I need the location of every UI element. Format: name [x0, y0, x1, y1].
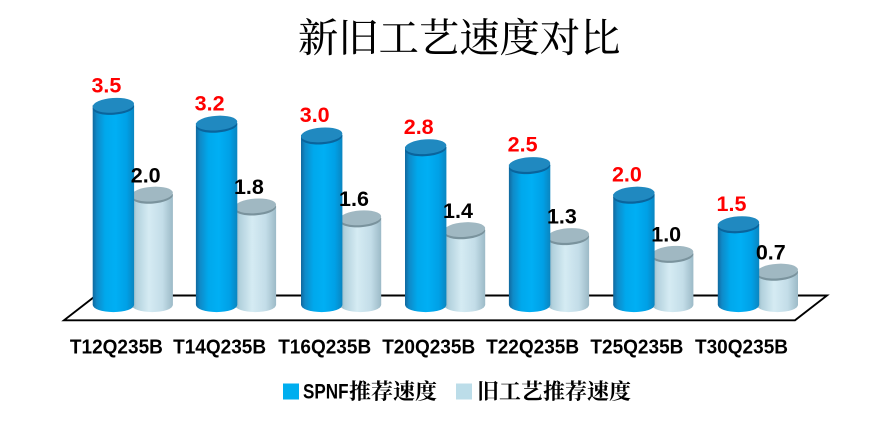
svg-text:T30Q235B: T30Q235B — [695, 337, 788, 359]
svg-text:1.6: 1.6 — [339, 187, 369, 211]
svg-text:T14Q235B: T14Q235B — [173, 337, 266, 359]
svg-text:1.4: 1.4 — [443, 199, 473, 223]
svg-text:T12Q235B: T12Q235B — [70, 337, 163, 359]
svg-text:2.8: 2.8 — [404, 115, 434, 139]
svg-text:3.5: 3.5 — [91, 74, 121, 98]
svg-text:T25Q235B: T25Q235B — [590, 337, 683, 359]
svg-text:1.5: 1.5 — [717, 192, 747, 216]
svg-text:2.5: 2.5 — [508, 133, 538, 157]
svg-text:1.0: 1.0 — [651, 223, 681, 247]
svg-text:0.7: 0.7 — [756, 240, 786, 264]
svg-text:2.0: 2.0 — [131, 163, 161, 187]
svg-text:1.8: 1.8 — [234, 175, 264, 199]
svg-text:T16Q235B: T16Q235B — [278, 337, 371, 359]
svg-text:3.2: 3.2 — [195, 91, 225, 115]
svg-text:T22Q235B: T22Q235B — [486, 337, 579, 359]
svg-text:1.3: 1.3 — [547, 205, 577, 229]
svg-text:3.0: 3.0 — [300, 103, 330, 127]
svg-text:SPNF: SPNF — [303, 381, 349, 404]
svg-text:T20Q235B: T20Q235B — [382, 337, 475, 359]
svg-text:2.0: 2.0 — [612, 162, 642, 186]
